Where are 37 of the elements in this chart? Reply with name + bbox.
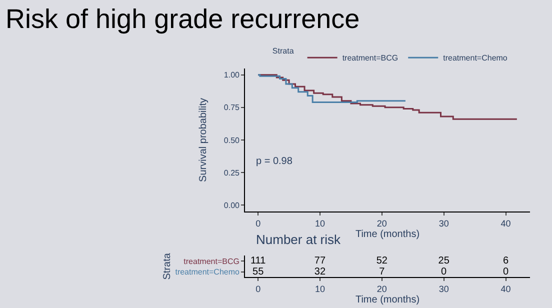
data-label: 111	[250, 256, 266, 267]
x-axis-title: Time (months)	[355, 294, 420, 306]
chart-title: Risk of high grade recurrence	[6, 4, 360, 34]
x-tick-label: 10	[315, 284, 326, 294]
data-label: 52	[376, 256, 388, 267]
y-tick-label: 0.75	[224, 103, 240, 112]
y-tick-label: treatment=Chemo	[175, 268, 240, 277]
y-axis-title: Survival probability	[198, 98, 209, 182]
y-tick-label: treatment=BCG	[184, 256, 240, 266]
x-tick-label: 20	[376, 218, 387, 228]
legend-title: Strata	[272, 46, 294, 56]
data-label: 25	[438, 256, 450, 267]
data-label: 6	[502, 256, 509, 267]
annotation: p = 0.98	[256, 156, 293, 167]
data-label: 0	[502, 266, 509, 278]
x-axis-title: Time (months)	[355, 228, 420, 240]
y-tick-label: 1.00	[224, 70, 240, 80]
y-tick-label: 0.25	[224, 168, 240, 178]
data-label: 55	[252, 266, 264, 278]
chart-title: Number at risk	[256, 232, 342, 247]
x-tick-label: 40	[500, 284, 511, 294]
x-tick-label: 0	[256, 284, 261, 294]
x-tick-label: 20	[376, 284, 387, 294]
y-tick-label: 0.00	[224, 200, 240, 210]
legend-label: treatment=BCG	[342, 54, 398, 63]
x-tick-label: 0	[256, 218, 261, 228]
y-axis-title: Strata	[162, 252, 174, 280]
data-label: 0	[441, 266, 448, 278]
x-tick-label: 30	[438, 218, 449, 228]
y-tick-label: 0.50	[224, 136, 240, 145]
legend-label: treatment=Chemo	[443, 54, 508, 63]
x-tick-label: 10	[315, 218, 326, 228]
x-tick-label: 30	[438, 284, 449, 294]
x-tick-label: 40	[500, 218, 511, 228]
data-label: 77	[314, 256, 326, 267]
data-label: 32	[314, 266, 326, 278]
data-label: 7	[379, 266, 386, 278]
